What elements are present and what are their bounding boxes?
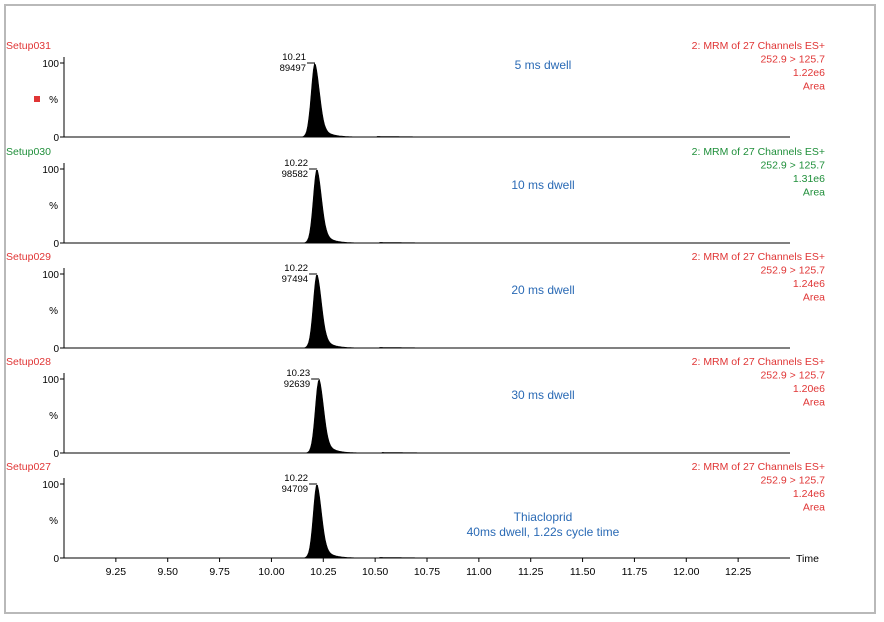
y-tick-label-100: 100: [42, 270, 59, 281]
x-tick-label: 10.25: [310, 566, 336, 578]
chromatogram-peak: [296, 484, 542, 559]
dwell-annotation: 40ms dwell, 1.22s cycle time: [467, 525, 620, 539]
dwell-annotation: Thiacloprid: [514, 510, 573, 524]
y-unit-label: %: [49, 201, 58, 212]
peak-time-label: 10.21: [282, 52, 306, 63]
peak-time-label: 10.22: [284, 158, 308, 169]
peak-time-label: 10.23: [286, 368, 310, 379]
x-tick-label: 11.25: [518, 566, 544, 578]
peak-height-label: 92639: [284, 379, 310, 390]
y-tick-label-0: 0: [53, 449, 59, 460]
y-tick-label-0: 0: [53, 554, 59, 565]
channel-info-line: 2: MRM of 27 Channels ES+: [692, 251, 825, 263]
dwell-annotation: 30 ms dwell: [511, 388, 574, 402]
setup-label: Setup029: [6, 251, 51, 263]
x-tick-label: 11.00: [466, 566, 492, 578]
x-axis-label: Time: [796, 553, 819, 565]
channel-info-line: Area: [803, 187, 825, 199]
channel-info-line: Area: [803, 502, 825, 514]
channel-info-line: Area: [803, 397, 825, 409]
y-unit-label: %: [49, 306, 58, 317]
channel-info-line: 2: MRM of 27 Channels ES+: [692, 146, 825, 158]
peak-height-label: 97494: [282, 274, 308, 285]
dwell-annotation: 20 ms dwell: [511, 283, 574, 297]
x-tick-label: 10.75: [414, 566, 440, 578]
channel-info-line: 1.22e6: [793, 67, 825, 79]
y-unit-label: %: [49, 411, 58, 422]
legend-marker-icon: [34, 96, 40, 102]
channel-info-line: 1.31e6: [793, 173, 825, 185]
peak-height-label: 89497: [280, 63, 306, 74]
channel-info-line: 1.24e6: [793, 488, 825, 500]
channel-info-line: 2: MRM of 27 Channels ES+: [692, 40, 825, 52]
dwell-annotation: 10 ms dwell: [511, 178, 574, 192]
y-tick-label-100: 100: [42, 375, 59, 386]
peak-height-label: 94709: [282, 484, 308, 495]
channel-info-line: 252.9 > 125.7: [760, 54, 825, 66]
channel-info-line: 252.9 > 125.7: [760, 475, 825, 487]
channel-info-line: 252.9 > 125.7: [760, 370, 825, 382]
channel-info-line: 1.20e6: [793, 383, 825, 395]
x-tick-label: 11.50: [570, 566, 596, 578]
chart-frame: [4, 4, 876, 614]
chromatogram-peak: [298, 378, 542, 454]
y-tick-label-100: 100: [42, 165, 59, 176]
peak-time-label: 10.22: [284, 473, 308, 484]
channel-info-line: Area: [803, 81, 825, 93]
x-tick-label: 9.25: [106, 566, 127, 578]
y-tick-label-100: 100: [42, 59, 59, 70]
peak-height-label: 98582: [282, 169, 308, 180]
setup-label: Setup028: [6, 356, 51, 368]
y-tick-label-100: 100: [42, 480, 59, 491]
y-tick-label-0: 0: [53, 239, 59, 250]
setup-label: Setup027: [6, 461, 51, 473]
chromatogram-peak: [296, 274, 542, 349]
channel-info-line: 2: MRM of 27 Channels ES+: [692, 356, 825, 368]
dwell-annotation: 5 ms dwell: [515, 58, 572, 72]
x-tick-label: 10.50: [362, 566, 388, 578]
channel-info-line: Area: [803, 292, 825, 304]
chromatogram-peak: [296, 169, 542, 244]
channel-info-line: 1.24e6: [793, 278, 825, 290]
peak-time-label: 10.22: [284, 263, 308, 274]
chromatogram-peak: [294, 63, 542, 138]
x-tick-label: 9.50: [157, 566, 178, 578]
x-tick-label: 12.00: [673, 566, 699, 578]
x-tick-label: 12.25: [725, 566, 751, 578]
y-tick-label-0: 0: [53, 133, 59, 144]
y-tick-label-0: 0: [53, 344, 59, 355]
setup-label: Setup030: [6, 146, 51, 158]
channel-info-line: 252.9 > 125.7: [760, 265, 825, 277]
channel-info-line: 2: MRM of 27 Channels ES+: [692, 461, 825, 473]
channel-info-line: 252.9 > 125.7: [760, 160, 825, 172]
setup-label: Setup031: [6, 40, 51, 52]
y-unit-label: %: [49, 516, 58, 527]
y-unit-label: %: [49, 95, 58, 106]
x-tick-label: 11.75: [622, 566, 648, 578]
x-tick-label: 9.75: [209, 566, 230, 578]
x-tick-label: 10.00: [258, 566, 284, 578]
